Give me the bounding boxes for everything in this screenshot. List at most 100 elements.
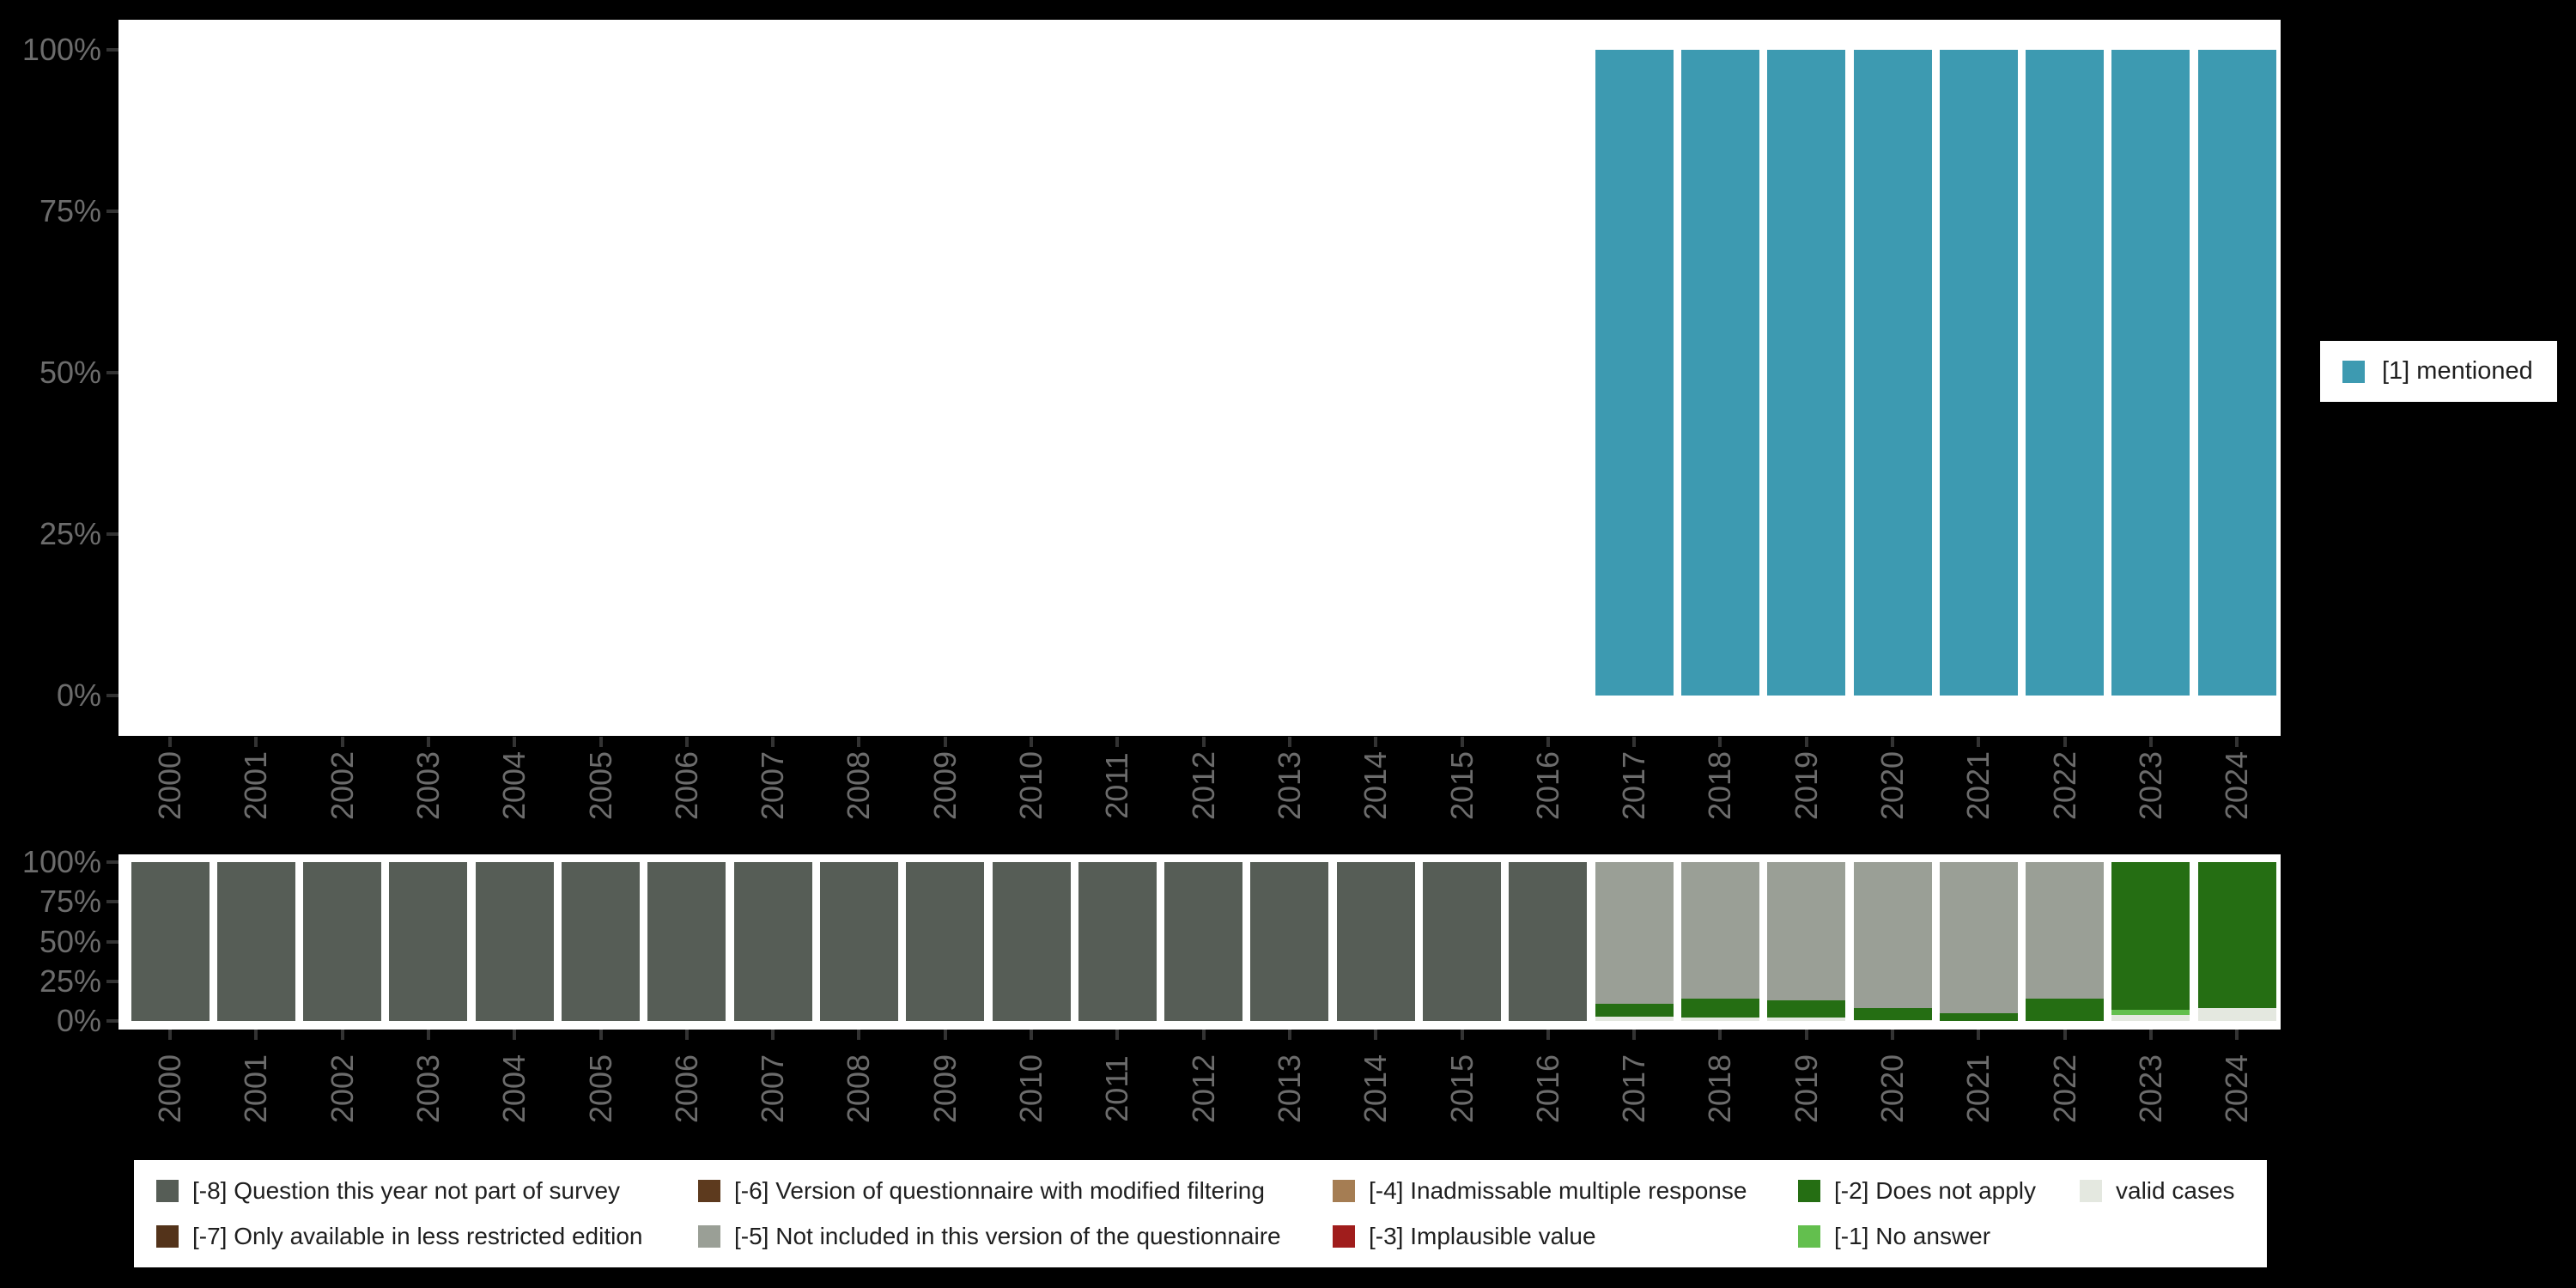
bottom-chart-bar-segment [1336,862,1415,1021]
top-chart-x-tick-label: 2023 [2132,750,2168,821]
bottom-chart-x-tick-label: 2009 [927,1054,963,1124]
bottom-chart-bar-segment [906,862,985,1021]
top-chart-legend: [1] mentioned [2320,341,2557,402]
bottom-chart-bar-segment [2197,862,2276,1009]
bottom-chart-x-tick [1546,1030,1550,1040]
bottom-chart-bar-segment [2026,999,2105,1021]
bottom-chart-bar-segment [647,862,726,1021]
bottom-chart-x-tick-label: 2007 [755,1054,791,1124]
bottom-chart-y-tick [106,979,118,983]
top-chart-x-tick [2235,737,2239,747]
bottom-chart-y-tick-label: 75% [39,884,101,920]
bottom-chart-x-tick [1977,1030,1981,1040]
legend-label: valid cases [2116,1177,2235,1204]
bottom-chart-bar-segment [1423,862,1501,1021]
bottom-chart-x-tick [1460,1030,1464,1040]
mentioned-legend-label: [1] mentioned [2382,357,2533,385]
top-chart-y-tick-label: 100% [21,32,101,67]
bottom-chart-x-tick [513,1030,517,1040]
bottom-chart-bar-segment [1939,862,2018,1013]
bottom-chart-bar-segment [303,862,382,1021]
legend-swatch [1798,1225,1820,1248]
top-chart-x-tick [1632,737,1637,747]
top-chart-x-tick-label: 2002 [324,750,360,821]
bottom-chart-x-tick-label: 2024 [2219,1054,2255,1124]
top-chart-x-tick [857,737,861,747]
bottom-chart-bar-segment [1853,862,1932,1009]
top-chart-x-tick [1374,737,1378,747]
top-chart-x-tick-label: 2014 [1358,750,1394,821]
bottom-chart-x-tick-label: 2008 [841,1054,877,1124]
legend-swatch [1333,1225,1355,1248]
top-chart-y-tick-label: 50% [39,355,101,390]
bottom-chart-bar-segment [1853,1020,1932,1021]
legend-swatch [1333,1180,1355,1202]
top-chart-x-tick [340,737,344,747]
bottom-chart-x-tick [426,1030,430,1040]
bottom-chart-x-tick [1632,1030,1637,1040]
top-chart-x-tick-label: 2007 [755,750,791,821]
bottom-chart-bar-segment [216,862,295,1021]
bottom-chart-x-tick-label: 2016 [1529,1054,1565,1124]
bottom-chart-bar-segment [1509,862,1588,1021]
bottom-chart-x-tick-label: 2000 [152,1054,187,1124]
bottom-chart-bar-segment [1767,1018,1846,1021]
legend-swatch [2080,1180,2102,1202]
top-chart-bar-segment [1853,50,1932,696]
top-chart-x-tick [1718,737,1722,747]
bottom-chart-y-tick [106,900,118,904]
bottom-chart-x-tick [1287,1030,1291,1040]
bottom-chart-bar-segment [389,862,468,1021]
top-chart-x-tick [254,737,258,747]
bottom-chart-bar-segment [1595,1003,1674,1018]
top-chart-bar-segment [2026,50,2105,696]
top-chart-y-tick-label: 25% [39,516,101,551]
bottom-chart-bar-segment [1250,862,1329,1021]
bottom-chart-x-tick-label: 2017 [1616,1054,1652,1124]
top-chart-x-tick [168,737,172,747]
legend-label: [-3] Implausible value [1369,1223,1596,1249]
top-chart-x-tick-label: 2004 [496,750,532,821]
bottom-chart-bar-segment [131,862,210,1021]
bottom-chart-x-tick [598,1030,603,1040]
top-chart-bar-segment [2111,50,2190,696]
top-chart-x-tick-label: 2020 [1874,750,1910,821]
bottom-chart-x-tick-label: 2010 [1013,1054,1048,1124]
bottom-chart-x-tick [857,1030,861,1040]
top-chart-x-tick [1201,737,1206,747]
top-chart-x-tick-label: 2021 [1960,750,1996,821]
bottom-chart-x-tick [340,1030,344,1040]
bottom-chart-x-tick [1891,1030,1894,1040]
bottom-chart-bar-segment [1680,999,1759,1018]
top-chart-x-tick-label: 2000 [152,750,187,821]
bottom-chart-bar-segment [1595,862,1674,1004]
bottom-chart-y-tick [106,1019,118,1023]
bottom-chart-x-tick [1718,1030,1722,1040]
top-chart-x-tick [1891,737,1894,747]
bottom-chart-x-tick [1201,1030,1206,1040]
bottom-chart-bar-segment [1680,862,1759,999]
legend-swatch [156,1180,179,1202]
bottom-chart-y-tick-label: 0% [56,1003,101,1038]
top-chart-x-tick [1546,737,1550,747]
top-chart-x-tick-label: 2003 [410,750,446,821]
bottom-chart-x-tick [2148,1030,2153,1040]
top-chart-y-tick [106,48,118,52]
top-chart-x-tick-label: 2012 [1185,750,1221,821]
top-chart-x-tick-label: 2017 [1616,750,1652,821]
bottom-chart-bar-segment [1767,999,1846,1018]
bottom-chart-x-tick-label: 2014 [1358,1054,1394,1124]
bottom-chart-x-tick-label: 2004 [496,1054,532,1124]
top-chart-y-tick [106,210,118,213]
top-chart-bar-segment [1595,50,1674,696]
bottom-chart-x-tick-label: 2005 [582,1054,618,1124]
legend-label: [-5] Not included in this version of the… [734,1223,1281,1249]
legend-swatch [698,1225,720,1248]
top-chart-bar-segment [1680,50,1759,696]
legend-label: [-7] Only available in less restricted e… [192,1223,643,1249]
bottom-chart-x-tick [2063,1030,2067,1040]
top-chart-x-tick-label: 2016 [1529,750,1565,821]
top-chart-y-tick-label: 75% [39,193,101,228]
bottom-chart-x-tick-label: 2015 [1443,1054,1479,1124]
